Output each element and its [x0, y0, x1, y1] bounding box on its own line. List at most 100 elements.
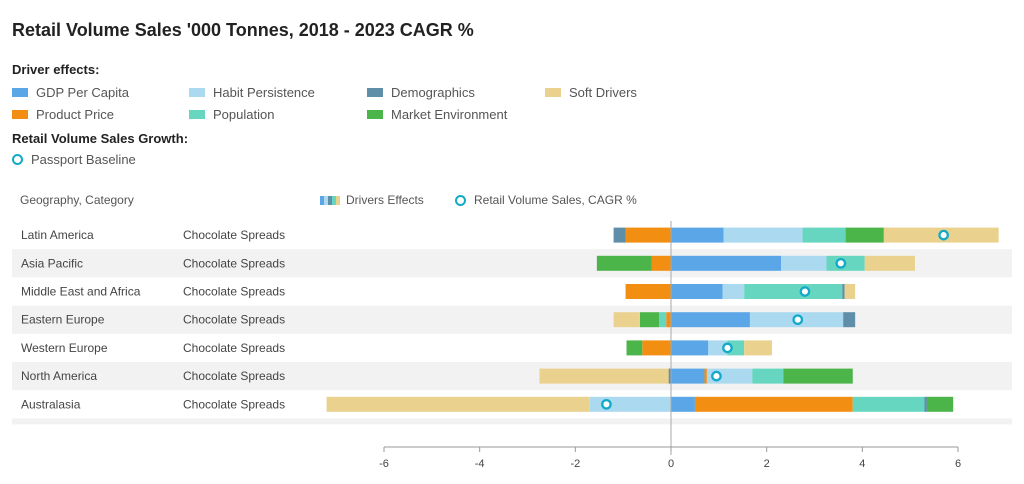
bar-segment: [671, 255, 782, 271]
legend-population[interactable]: Population: [189, 107, 274, 122]
cagr-marker: [799, 286, 811, 297]
bar-segment: [864, 255, 915, 271]
cagr-marker: [792, 314, 804, 326]
legend-demographics[interactable]: Demographics: [367, 85, 475, 100]
legend-swatch-market: [367, 110, 383, 119]
row-geography-label: North America: [21, 369, 97, 383]
row-geography-label: Middle East and Africa: [21, 285, 141, 299]
bar-segment: [926, 396, 954, 412]
bar-segment: [708, 340, 728, 356]
bar-segment: [326, 396, 590, 412]
bar-segment: [924, 396, 927, 412]
row-category-label: Chocolate Spreads: [183, 228, 285, 242]
legend-soft-drivers[interactable]: Soft Drivers: [545, 85, 637, 100]
x-tick-label: -4: [475, 458, 485, 470]
row-background: [12, 418, 1012, 425]
bar-segment: [783, 368, 853, 384]
bar-segment: [613, 227, 626, 243]
bar-segment: [802, 227, 846, 243]
legend-swatch-soft: [545, 88, 561, 97]
row-category-label: Chocolate Spreads: [183, 341, 285, 355]
bar-segment: [727, 340, 745, 356]
bar-segment: [842, 284, 845, 299]
bar-segment: [626, 340, 643, 356]
bar-segment: [671, 284, 723, 299]
bar-segment: [852, 396, 925, 412]
cagr-marker: [601, 398, 612, 410]
legend-label: Passport Baseline: [31, 152, 136, 167]
bar-segment: [668, 368, 671, 384]
legend-passport-baseline[interactable]: Passport Baseline: [12, 152, 136, 167]
bar-segment: [625, 284, 671, 299]
x-tick-label: -6: [379, 458, 389, 470]
cagr-marker: [938, 229, 950, 241]
legend-label: Market Environment: [391, 107, 508, 122]
bar-segment: [671, 227, 724, 243]
legend-swatch-population: [189, 110, 205, 119]
legend-swatch-habit: [189, 88, 205, 97]
legend-label: GDP Per Capita: [36, 85, 129, 100]
header-drivers-label: Drivers Effects: [346, 193, 424, 207]
cagr-marker: [835, 257, 847, 269]
header-cagr-label: Retail Volume Sales, CAGR %: [474, 193, 637, 207]
legend-swatch-demographics: [367, 88, 383, 97]
bar-segment: [666, 312, 671, 328]
bar-segment: [639, 312, 660, 328]
row-category-label: Chocolate Spreads: [183, 369, 285, 383]
bar-segment: [613, 312, 640, 328]
legend-label: Demographics: [391, 85, 475, 100]
bar-segment: [596, 255, 652, 271]
bar-segment: [694, 396, 853, 412]
bar-segment: [752, 368, 784, 384]
cagr-marker: [711, 370, 722, 382]
header-geography-category: Geography, Category: [20, 193, 134, 207]
bar-segment: [671, 368, 705, 384]
row-background: [12, 362, 1012, 391]
header-drivers-effects: Drivers Effects: [320, 193, 424, 207]
row-category-label: Chocolate Spreads: [183, 256, 285, 270]
bar-segment: [722, 284, 745, 299]
legend-gdp-per-capita[interactable]: GDP Per Capita: [12, 85, 129, 100]
legend-market-environment[interactable]: Market Environment: [367, 107, 507, 122]
legend-label: Soft Drivers: [569, 85, 637, 100]
x-tick-label: -2: [570, 458, 580, 470]
bar-segment: [723, 227, 803, 243]
row-geography-label: Australasia: [21, 397, 81, 411]
bar-segment: [539, 368, 669, 384]
row-background: [12, 305, 1012, 334]
bar-segment: [845, 227, 884, 243]
drivers-mini-swatch-icon: [320, 195, 340, 205]
bar-segment: [651, 255, 671, 271]
row-category-label: Chocolate Spreads: [183, 285, 285, 299]
growth-label: Retail Volume Sales Growth:: [12, 131, 189, 146]
driver-effects-label: Driver effects:: [12, 62, 100, 77]
bar-segment: [642, 340, 671, 356]
bar-segment: [844, 284, 856, 299]
header-cagr: Retail Volume Sales, CAGR %: [455, 193, 637, 207]
x-tick-label: 2: [764, 458, 770, 470]
legend-product-price[interactable]: Product Price: [12, 107, 114, 122]
baseline-ring-icon: [12, 154, 23, 165]
row-category-label: Chocolate Spreads: [183, 397, 285, 411]
cagr-ring-icon: [455, 194, 466, 206]
bar-segment: [671, 340, 709, 356]
legend-swatch-price: [12, 110, 28, 119]
row-geography-label: Asia Pacific: [21, 256, 83, 270]
bar-segment: [659, 312, 667, 328]
bar-segment: [744, 284, 843, 299]
bar-segment: [843, 312, 856, 328]
x-tick-label: 0: [668, 458, 674, 470]
legend-label: Habit Persistence: [213, 85, 315, 100]
chart-title: Retail Volume Sales '000 Tonnes, 2018 - …: [12, 20, 474, 40]
legend-label: Product Price: [36, 107, 115, 122]
x-tick-label: 6: [955, 458, 961, 470]
legend-label: Population: [213, 107, 275, 122]
row-geography-label: Latin America: [21, 228, 94, 242]
bar-segment: [671, 396, 695, 412]
legend-swatch-gdp: [12, 88, 28, 97]
bar-segment: [781, 255, 827, 271]
bar-segment: [625, 227, 671, 243]
bar-segment: [704, 368, 707, 384]
legend-habit-persistence[interactable]: Habit Persistence: [189, 85, 315, 100]
